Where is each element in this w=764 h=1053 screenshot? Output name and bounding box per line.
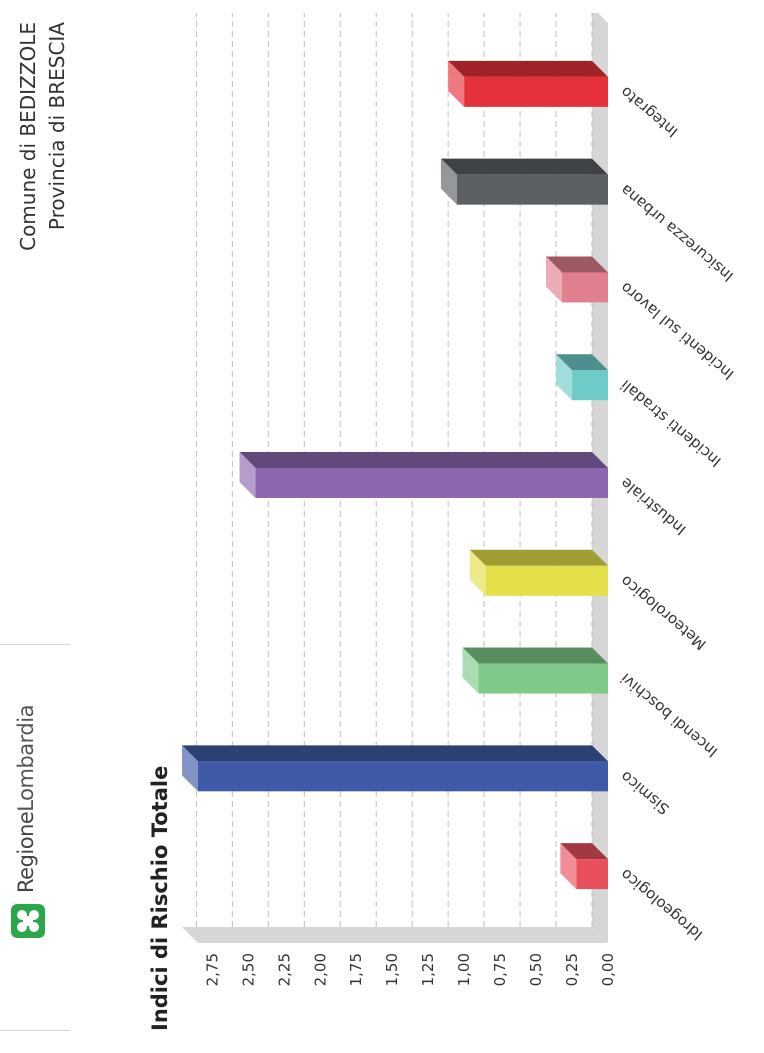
brand-name: RegioneLombardia xyxy=(14,705,38,893)
bar-top xyxy=(440,158,457,205)
y-tick-label: 2,50 xyxy=(239,953,257,986)
category-label: Insicurezza urbana xyxy=(617,181,737,286)
bar-front xyxy=(198,761,608,792)
bar-front xyxy=(456,174,608,205)
bar-front xyxy=(576,859,609,890)
y-tick-label: 0,25 xyxy=(563,953,581,986)
bar-front xyxy=(255,468,609,498)
y-tick-label: 0,50 xyxy=(527,953,545,986)
bar-top xyxy=(556,354,573,401)
bar-front xyxy=(485,565,608,596)
category-label: Incidenti stradali xyxy=(617,376,725,470)
bar-top xyxy=(239,452,256,498)
category-label: Idrogeologico xyxy=(617,865,706,944)
bar-front xyxy=(572,370,609,401)
y-tick-label: 1,00 xyxy=(455,953,473,986)
bar-front xyxy=(561,272,608,303)
bar-side xyxy=(448,60,608,77)
bar-front xyxy=(464,76,608,107)
category-label: Sismico xyxy=(617,767,673,818)
left-edge-line xyxy=(0,1030,70,1031)
category-label: Incendi boschivi xyxy=(617,669,721,760)
bar-side xyxy=(239,452,608,468)
axis-wall xyxy=(182,927,608,943)
bar-top xyxy=(448,60,465,107)
municipality-name: Comune di BEDIZZOLE xyxy=(16,22,40,251)
category-label: Incidenti sul lavoro xyxy=(617,278,737,383)
category-label: Industriale xyxy=(617,474,690,539)
bar-side xyxy=(545,256,608,273)
bar-side xyxy=(440,158,608,175)
bar-top xyxy=(182,745,198,792)
y-tick-label: 0,00 xyxy=(599,953,617,986)
bar-side xyxy=(556,354,608,371)
category-label: Meteorologico xyxy=(617,572,710,654)
y-tick-label: 1,25 xyxy=(419,953,437,986)
chart-title: Indici di Rischio Totale xyxy=(148,765,172,1031)
bar-side xyxy=(469,549,608,566)
bar-top xyxy=(545,256,562,303)
province-name: Provincia di BRESCIA xyxy=(45,22,69,231)
bar-top xyxy=(469,549,486,596)
y-tick-label: 2,75 xyxy=(203,953,221,986)
bar-top xyxy=(560,843,577,890)
regione-lombardia-logo-icon xyxy=(11,904,45,938)
y-tick-label: 1,50 xyxy=(383,953,401,986)
y-tick-label: 2,25 xyxy=(275,953,293,986)
bar-side xyxy=(182,745,608,762)
risk-index-chart: 0,00 0,25 0,50 0,75 1,00 1,25 1,50 1,75 2,00 2,25… xyxy=(182,13,737,986)
y-tick-label: 2,00 xyxy=(311,953,329,986)
bar-side xyxy=(560,843,608,860)
municipality-info: Comune di BEDIZZOLE Provincia di BRESCIA xyxy=(14,22,72,251)
bar-top xyxy=(462,647,479,694)
category-label: Integrato xyxy=(617,83,681,141)
header-divider xyxy=(0,644,70,645)
bar-front xyxy=(478,663,608,694)
y-tick-label: 0,75 xyxy=(491,953,509,986)
bar-side xyxy=(462,647,608,664)
y-tick-label: 1,75 xyxy=(347,953,365,986)
